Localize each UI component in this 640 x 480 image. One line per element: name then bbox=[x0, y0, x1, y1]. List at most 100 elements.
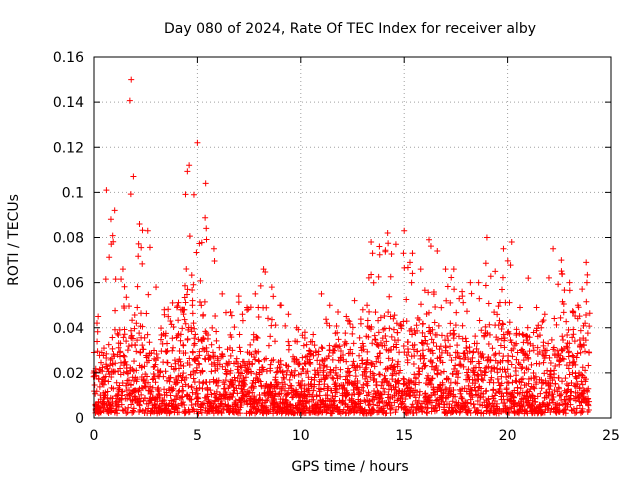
roti-point bbox=[200, 311, 207, 318]
roti-point bbox=[170, 344, 177, 351]
roti-point bbox=[180, 363, 187, 370]
roti-point bbox=[149, 384, 156, 391]
roti-point bbox=[199, 380, 206, 387]
y-tick-label: 0 bbox=[75, 411, 84, 427]
roti-point bbox=[133, 348, 140, 355]
roti-point bbox=[197, 402, 204, 409]
roti-point bbox=[247, 304, 254, 311]
roti-point bbox=[196, 352, 203, 359]
roti-point bbox=[140, 397, 147, 404]
roti-point bbox=[216, 403, 223, 410]
roti-point bbox=[177, 306, 184, 313]
roti-point bbox=[222, 377, 229, 384]
roti-point bbox=[177, 337, 184, 344]
roti-point bbox=[161, 386, 168, 393]
roti-point bbox=[167, 374, 174, 381]
roti-point bbox=[213, 328, 220, 335]
roti-point bbox=[98, 359, 105, 366]
roti-point bbox=[221, 385, 228, 392]
roti-point bbox=[186, 393, 193, 400]
roti-point bbox=[147, 383, 154, 390]
roti-point bbox=[144, 331, 151, 338]
roti-point bbox=[105, 341, 112, 348]
roti-point bbox=[257, 282, 264, 289]
roti-point bbox=[99, 404, 106, 411]
roti-point bbox=[191, 335, 198, 342]
roti-point bbox=[267, 333, 274, 340]
roti-point bbox=[247, 341, 254, 348]
roti-point bbox=[278, 390, 285, 397]
roti-point bbox=[192, 358, 199, 365]
roti-point bbox=[149, 376, 156, 383]
roti-point bbox=[279, 368, 286, 375]
roti-point bbox=[109, 232, 116, 239]
roti-point bbox=[178, 400, 185, 407]
roti-point bbox=[125, 387, 132, 394]
roti-point bbox=[189, 302, 196, 309]
roti-point bbox=[190, 191, 197, 198]
roti-point bbox=[136, 395, 143, 402]
roti-point bbox=[202, 214, 209, 221]
roti-point bbox=[201, 298, 208, 305]
roti-point bbox=[248, 370, 255, 377]
roti-point bbox=[118, 276, 125, 283]
roti-point bbox=[119, 392, 126, 399]
roti-point bbox=[138, 244, 145, 251]
roti-point bbox=[249, 389, 256, 396]
roti-point bbox=[117, 348, 124, 355]
roti-point bbox=[112, 368, 119, 375]
x-tick-label: 15 bbox=[395, 428, 413, 444]
roti-point bbox=[174, 303, 181, 310]
roti-point bbox=[272, 322, 279, 329]
roti-point bbox=[201, 355, 208, 362]
roti-point bbox=[196, 361, 203, 368]
y-tick-label: 0.02 bbox=[53, 366, 84, 382]
roti-point bbox=[121, 305, 128, 312]
roti-point bbox=[103, 187, 110, 194]
roti-point bbox=[164, 340, 171, 347]
roti-point bbox=[105, 378, 112, 385]
roti-point bbox=[271, 393, 278, 400]
roti-point bbox=[183, 374, 190, 381]
roti-point bbox=[268, 316, 275, 323]
roti-point bbox=[184, 335, 191, 342]
roti-point bbox=[117, 340, 124, 347]
roti-point bbox=[236, 344, 243, 351]
roti-point bbox=[128, 327, 135, 334]
roti-point bbox=[239, 311, 246, 318]
y-axis-label: ROTI / TECUs bbox=[6, 194, 22, 286]
roti-point bbox=[236, 331, 243, 338]
roti-point bbox=[141, 383, 148, 390]
roti-point bbox=[207, 387, 214, 394]
roti-point bbox=[265, 342, 272, 349]
roti-point bbox=[129, 335, 136, 342]
roti-point bbox=[215, 377, 222, 384]
roti-point bbox=[126, 391, 133, 398]
roti-point bbox=[212, 312, 219, 319]
roti-point bbox=[203, 236, 210, 243]
roti-point bbox=[210, 245, 217, 252]
roti-point bbox=[202, 180, 209, 187]
roti-point bbox=[200, 334, 207, 341]
roti-point bbox=[240, 358, 247, 365]
roti-point bbox=[175, 388, 182, 395]
roti-point bbox=[214, 382, 221, 389]
roti-point bbox=[139, 323, 146, 330]
roti-point bbox=[186, 233, 193, 240]
roti-point bbox=[276, 364, 283, 371]
roti-point bbox=[173, 379, 180, 386]
roti-point bbox=[175, 317, 182, 324]
roti-point bbox=[106, 254, 113, 261]
roti-point bbox=[110, 385, 117, 392]
roti-point bbox=[93, 388, 100, 395]
roti-point bbox=[260, 366, 267, 373]
roti-point bbox=[175, 402, 182, 409]
roti-point bbox=[121, 331, 128, 338]
roti-point bbox=[114, 330, 121, 337]
roti-point bbox=[123, 338, 130, 345]
roti-point bbox=[167, 408, 174, 415]
roti-point bbox=[208, 341, 215, 348]
roti-point bbox=[258, 382, 265, 389]
roti-point bbox=[164, 359, 171, 366]
roti-point bbox=[111, 207, 118, 214]
